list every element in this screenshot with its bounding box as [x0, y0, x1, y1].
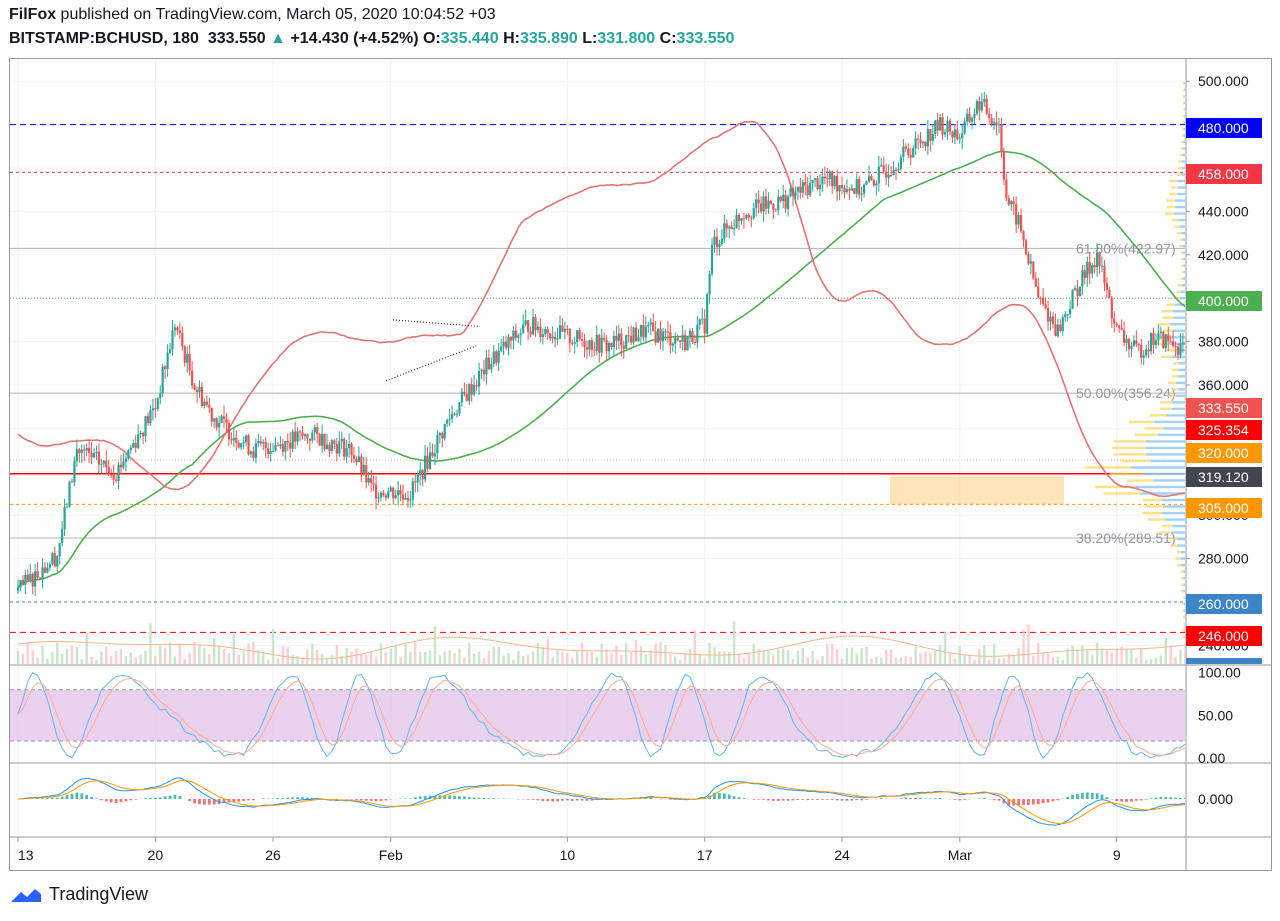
macd-histogram-bar [1272, 799, 1275, 802]
symbol-name[interactable]: BITSTAMP:BCHUSD, 180 [9, 30, 199, 47]
chart-frame[interactable] [9, 58, 1272, 871]
logo-text: TradingView [49, 884, 149, 904]
volume-bar [1272, 659, 1274, 664]
last-price: 333.550 [207, 30, 266, 47]
publish-info: published on TradingView.com, March 05, … [56, 6, 496, 23]
open-value: 335.440 [440, 30, 499, 47]
change-arrow-icon: ▲ [270, 30, 286, 47]
publish-line: FilFox published on TradingView.com, Mar… [9, 6, 496, 24]
candle [1273, 346, 1275, 349]
author-name[interactable]: FilFox [9, 6, 57, 23]
high-label: H: [503, 30, 520, 47]
candle [1277, 361, 1279, 363]
low-label: L: [582, 30, 598, 47]
high-value: 335.890 [519, 30, 578, 47]
tradingview-logo[interactable]: TradingView [9, 884, 148, 905]
open-label: O: [422, 30, 441, 47]
price-change: +14.430 (+4.52%) [290, 30, 419, 47]
volume-bar [1277, 637, 1279, 664]
close-label: C: [659, 30, 677, 47]
symbol-line: BITSTAMP:BCHUSD, 180 333.550 ▲ +14.430 (… [9, 30, 734, 48]
low-value: 331.800 [597, 30, 656, 47]
close-value: 333.550 [676, 30, 735, 47]
candle [1275, 346, 1277, 361]
tradingview-cloud-icon [11, 888, 41, 902]
